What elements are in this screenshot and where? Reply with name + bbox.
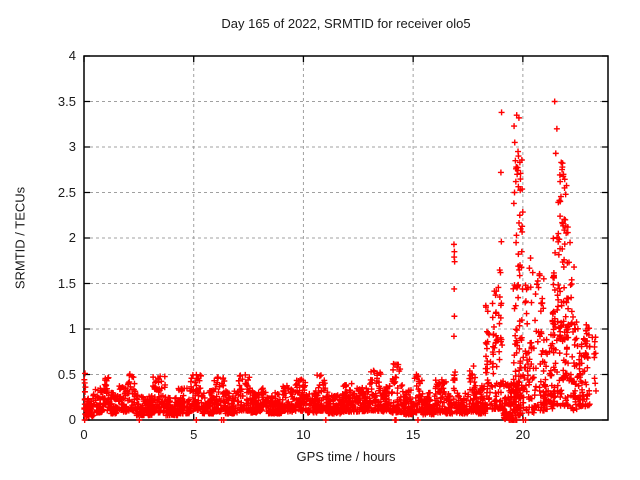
x-tick-label: 20: [515, 427, 531, 442]
y-tick-label: 4: [68, 48, 76, 63]
y-tick-label: 2.5: [57, 184, 76, 200]
y-tick-label: 3: [68, 139, 76, 154]
y-tick-label: 1.5: [57, 275, 76, 291]
x-tick-label: 15: [405, 427, 421, 442]
y-tick-label: 3.5: [57, 93, 76, 109]
y-tick-label: 1: [68, 321, 76, 336]
x-tick-label: 5: [190, 427, 198, 442]
y-tick-label: 0: [68, 412, 76, 427]
x-tick-label: 0: [80, 427, 88, 442]
y-tick-label: 0.5: [57, 366, 76, 382]
x-tick-label: 10: [296, 427, 311, 442]
x-axis-label: GPS time / hours: [296, 449, 396, 464]
y-tick-label: 2: [68, 230, 76, 245]
chart-title: Day 165 of 2022, SRMTID for receiver olo…: [221, 16, 471, 31]
